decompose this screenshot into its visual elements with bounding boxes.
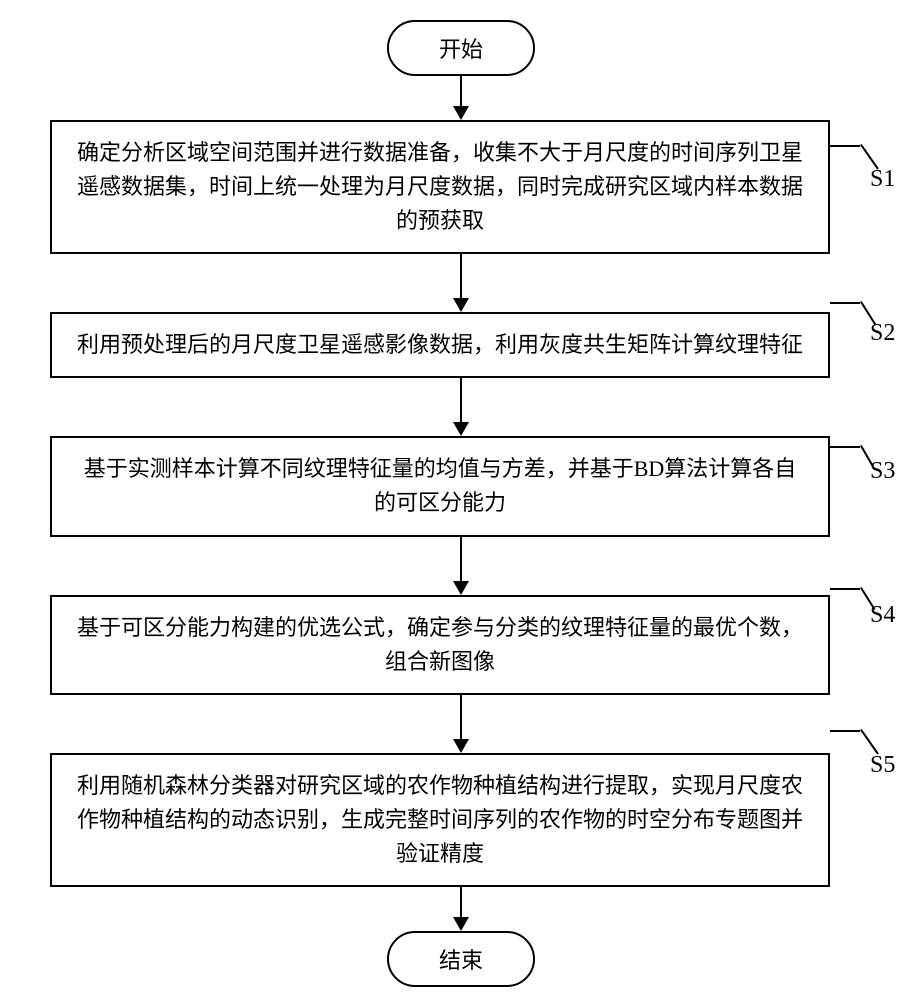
start-label: 开始 — [439, 37, 483, 62]
step-text: 确定分析区域空间范围并进行数据准备，收集不大于月尺度的时间序列卫星遥感数据集，时… — [77, 140, 803, 233]
step-box-s3: 基于实测样本计算不同纹理特征量的均值与方差，并基于BD算法计算各自的可区分能力 — [50, 436, 830, 536]
step-label-s1: S1 — [870, 166, 895, 193]
arrow-5 — [453, 887, 469, 931]
step-text: 基于可区分能力构建的优选公式，确定参与分类的纹理特征量的最优个数，组合新图像 — [77, 615, 803, 674]
step-box-s5: 利用随机森林分类器对研究区域的农作物种植结构进行提取，实现月尺度农作物种植结构的… — [50, 753, 830, 887]
arrow-1 — [453, 254, 469, 312]
end-label: 结束 — [439, 948, 483, 973]
label-connector-line — [830, 145, 860, 147]
step-row-s2: 利用预处理后的月尺度卫星遥感影像数据，利用灰度共生矩阵计算纹理特征 — [0, 312, 922, 378]
step-row-s3: 基于实测样本计算不同纹理特征量的均值与方差，并基于BD算法计算各自的可区分能力 — [0, 436, 922, 536]
flowchart: 开始 确定分析区域空间范围并进行数据准备，收集不大于月尺度的时间序列卫星遥感数据… — [0, 0, 922, 987]
start-terminal: 开始 — [387, 20, 535, 76]
step-box-s4: 基于可区分能力构建的优选公式，确定参与分类的纹理特征量的最优个数，组合新图像 — [50, 595, 830, 695]
step-row-s1: 确定分析区域空间范围并进行数据准备，收集不大于月尺度的时间序列卫星遥感数据集，时… — [0, 120, 922, 254]
step-label-s3: S3 — [870, 458, 895, 485]
arrow-4 — [453, 695, 469, 753]
end-terminal: 结束 — [387, 931, 535, 987]
step-text: 利用随机森林分类器对研究区域的农作物种植结构进行提取，实现月尺度农作物种植结构的… — [77, 773, 803, 866]
step-text: 基于实测样本计算不同纹理特征量的均值与方差，并基于BD算法计算各自的可区分能力 — [84, 456, 797, 515]
step-row-s4: 基于可区分能力构建的优选公式，确定参与分类的纹理特征量的最优个数，组合新图像 — [0, 595, 922, 695]
arrow-3 — [453, 537, 469, 595]
label-connector-line — [830, 730, 860, 732]
arrow-0 — [453, 76, 469, 120]
label-connector-line — [830, 446, 860, 448]
arrow-2 — [453, 378, 469, 436]
step-label-s5: S5 — [870, 752, 895, 779]
step-box-s1: 确定分析区域空间范围并进行数据准备，收集不大于月尺度的时间序列卫星遥感数据集，时… — [50, 120, 830, 254]
step-row-s5: 利用随机森林分类器对研究区域的农作物种植结构进行提取，实现月尺度农作物种植结构的… — [0, 753, 922, 887]
label-connector-line — [830, 588, 860, 590]
step-box-s2: 利用预处理后的月尺度卫星遥感影像数据，利用灰度共生矩阵计算纹理特征 — [50, 312, 830, 378]
label-connector-line — [830, 302, 860, 304]
step-text: 利用预处理后的月尺度卫星遥感影像数据，利用灰度共生矩阵计算纹理特征 — [77, 332, 803, 357]
